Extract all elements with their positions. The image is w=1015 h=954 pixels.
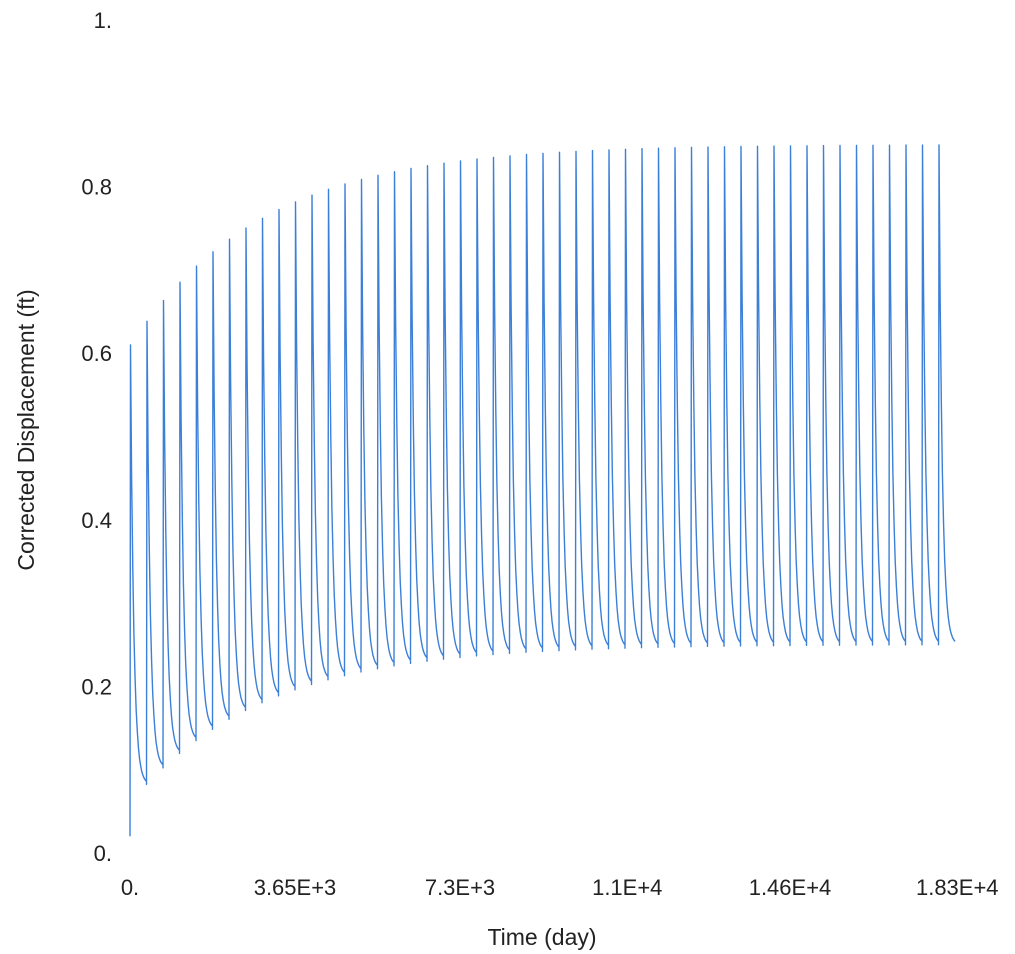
y-tick-label: 0.2 bbox=[81, 674, 112, 699]
y-tick-label: 0.6 bbox=[81, 341, 112, 366]
displacement-series-line bbox=[129, 144, 956, 837]
x-tick-label: 1.46E+4 bbox=[749, 875, 832, 900]
y-tick-label: 0.4 bbox=[81, 508, 112, 533]
y-tick-label: 1. bbox=[94, 8, 112, 33]
x-axis-title: Time (day) bbox=[487, 924, 596, 950]
x-axis-ticks: 0. 3.65E+3 7.3E+3 1.1E+4 1.46E+4 1.83E+4 bbox=[121, 875, 999, 900]
x-tick-label: 1.83E+4 bbox=[916, 875, 999, 900]
y-tick-label: 0.8 bbox=[81, 175, 112, 200]
y-axis-ticks: 0. 0.2 0.4 0.6 0.8 1. bbox=[81, 8, 112, 866]
plot-area bbox=[129, 144, 956, 837]
x-tick-label: 1.1E+4 bbox=[592, 875, 662, 900]
x-tick-label: 3.65E+3 bbox=[254, 875, 337, 900]
y-axis-title: Corrected Displacement (ft) bbox=[13, 289, 39, 570]
y-tick-label: 0. bbox=[94, 841, 112, 866]
x-tick-label: 0. bbox=[121, 875, 139, 900]
x-tick-label: 7.3E+3 bbox=[425, 875, 495, 900]
